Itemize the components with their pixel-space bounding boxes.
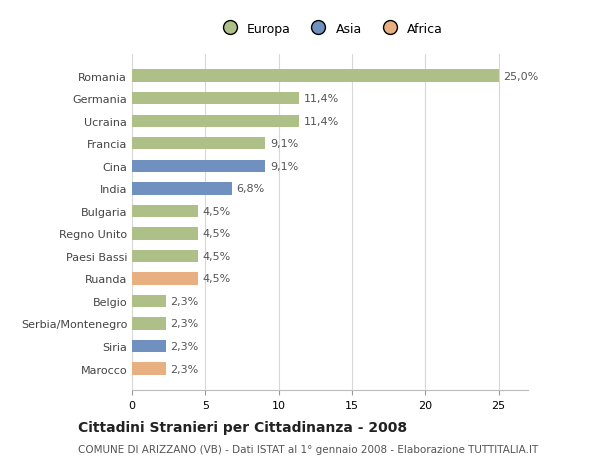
Legend: Europa, Asia, Africa: Europa, Asia, Africa [212,18,448,41]
Bar [132,205,198,218]
Text: 2,3%: 2,3% [170,319,199,329]
Text: 4,5%: 4,5% [202,274,230,284]
Text: 4,5%: 4,5% [202,252,230,261]
Text: 25,0%: 25,0% [503,72,538,82]
Text: COMUNE DI ARIZZANO (VB) - Dati ISTAT al 1° gennaio 2008 - Elaborazione TUTTITALI: COMUNE DI ARIZZANO (VB) - Dati ISTAT al … [78,444,538,454]
Text: 11,4%: 11,4% [304,117,339,126]
Bar [132,160,265,173]
Bar [132,138,265,150]
Bar [132,318,166,330]
Text: 9,1%: 9,1% [270,139,298,149]
Bar [132,70,499,83]
Text: 4,5%: 4,5% [202,207,230,216]
Bar [132,363,166,375]
Bar [132,93,299,105]
Bar [132,183,232,195]
Text: 11,4%: 11,4% [304,94,339,104]
Text: 2,3%: 2,3% [170,364,199,374]
Bar [132,295,166,308]
Bar [132,273,198,285]
Text: 9,1%: 9,1% [270,162,298,171]
Bar [132,115,299,128]
Text: 4,5%: 4,5% [202,229,230,239]
Bar [132,250,198,263]
Text: 2,3%: 2,3% [170,297,199,306]
Text: 6,8%: 6,8% [236,184,265,194]
Bar [132,228,198,240]
Text: Cittadini Stranieri per Cittadinanza - 2008: Cittadini Stranieri per Cittadinanza - 2… [78,420,407,434]
Bar [132,340,166,353]
Text: 2,3%: 2,3% [170,341,199,351]
